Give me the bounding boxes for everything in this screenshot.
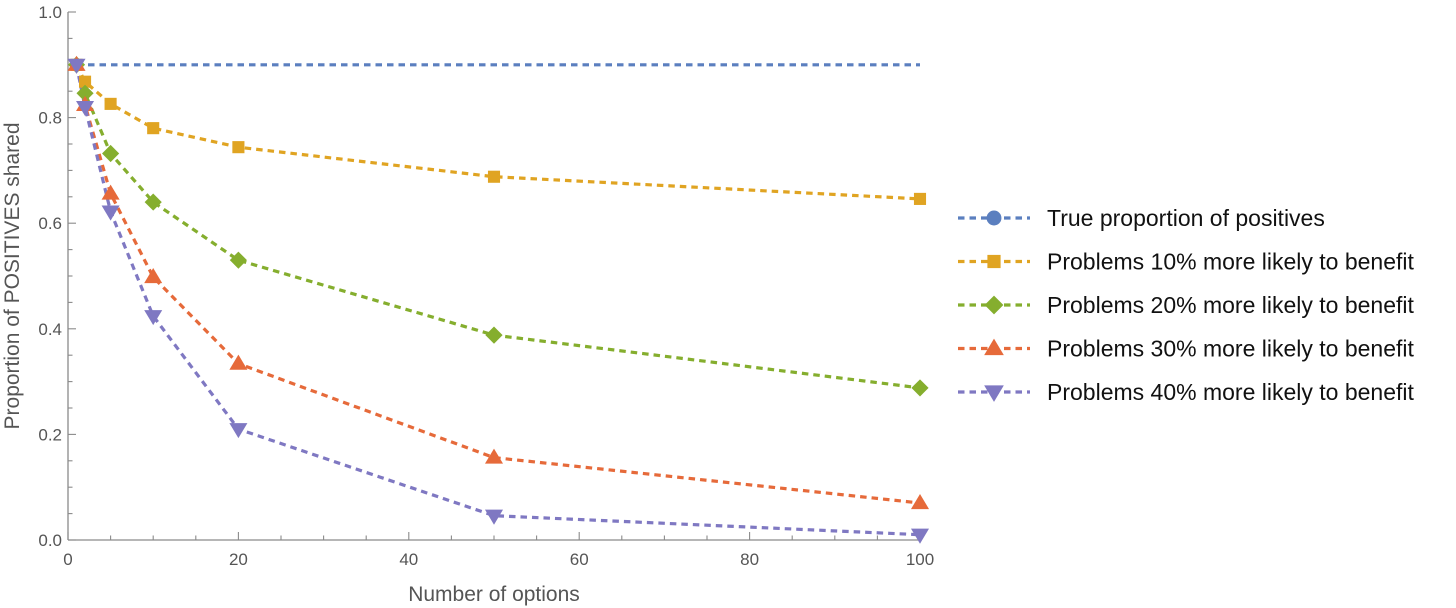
legend-item-true-proportion-of-positives: True proportion of positives [958, 205, 1325, 231]
data-point-problems-10pct-more-likely-to-benefit [232, 141, 245, 154]
y-tick-label: 0.8 [38, 109, 62, 128]
data-point-problems-40pct-more-likely-to-benefit [144, 310, 163, 326]
data-point-problems-10pct-more-likely-to-benefit [147, 122, 160, 135]
x-axis-ticks: 0 20 40 60 80 100 [63, 532, 934, 569]
data-point-problems-20pct-more-likely-to-benefit [144, 193, 162, 211]
x-tick-label: 100 [906, 550, 934, 569]
y-tick-label: 0.4 [38, 320, 62, 339]
data-point-problems-30pct-more-likely-to-benefit [484, 448, 504, 464]
legend-label: True proportion of positives [1047, 205, 1325, 231]
axes: 0 20 40 60 80 100 0.0 0.2 0.4 0.6 0.8 1.0 Number o… [1, 3, 934, 606]
data-point-problems-30pct-more-likely-to-benefit [144, 268, 163, 284]
data-point-problems-40pct-more-likely-to-benefit [910, 528, 930, 544]
data-point-problems-40pct-more-likely-to-benefit [101, 205, 120, 221]
legend-item-problems-30pct-more-likely-to-benefit: Problems 30% more likely to benefit [958, 336, 1414, 362]
data-point-problems-20pct-more-likely-to-benefit [76, 84, 94, 102]
x-tick-label: 0 [63, 550, 72, 569]
legend-marker [984, 338, 1004, 356]
data-point-problems-10pct-more-likely-to-benefit [913, 192, 927, 205]
data-point-problems-30pct-more-likely-to-benefit [229, 354, 248, 370]
data-point-problems-20pct-more-likely-to-benefit [485, 326, 503, 344]
series-layer [74, 63, 921, 537]
legend-item-problems-40pct-more-likely-to-benefit: Problems 40% more likely to benefit [958, 379, 1414, 405]
legend-marker [986, 210, 1002, 226]
legend-label: Problems 10% more likely to benefit [1047, 249, 1414, 275]
data-point-problems-10pct-more-likely-to-benefit [487, 170, 501, 183]
x-tick-label: 20 [229, 550, 248, 569]
data-point-problems-40pct-more-likely-to-benefit [76, 100, 95, 117]
y-tick-label: 0.6 [38, 214, 62, 233]
y-axis-ticks: 0.0 0.2 0.4 0.6 0.8 1.0 [38, 3, 76, 550]
data-point-problems-20pct-more-likely-to-benefit [911, 379, 929, 397]
data-point-problems-10pct-more-likely-to-benefit [104, 97, 117, 110]
data-point-problems-30pct-more-likely-to-benefit [910, 494, 930, 510]
legend-label: Problems 20% more likely to benefit [1047, 292, 1414, 318]
data-point-problems-40pct-more-likely-to-benefit [67, 58, 86, 74]
data-point-problems-20pct-more-likely-to-benefit [102, 144, 120, 163]
legend-label: Problems 30% more likely to benefit [1047, 336, 1414, 362]
legend-marker [987, 254, 1001, 269]
legend-marker [984, 385, 1004, 402]
series-line-problems-40pct-more-likely-to-benefit [74, 64, 921, 537]
data-point-problems-40pct-more-likely-to-benefit [484, 509, 504, 525]
legend: True proportion of positives Problems 10%… [958, 205, 1414, 405]
x-axis-label: Number of options [408, 583, 580, 606]
y-tick-label: 0.0 [38, 531, 62, 550]
data-point-problems-20pct-more-likely-to-benefit [229, 251, 247, 269]
legend-item-problems-10pct-more-likely-to-benefit: Problems 10% more likely to benefit [958, 249, 1414, 275]
series-line-problems-30pct-more-likely-to-benefit [74, 64, 921, 505]
legend-item-problems-20pct-more-likely-to-benefit: Problems 20% more likely to benefit [958, 292, 1414, 318]
y-tick-label: 0.2 [38, 425, 62, 444]
legend-label: Problems 40% more likely to benefit [1047, 379, 1414, 405]
legend-marker [984, 295, 1004, 315]
marker-layer [67, 55, 930, 544]
y-axis-label: Proportion of POSITIVES shared [1, 123, 24, 430]
x-tick-label: 60 [570, 550, 589, 569]
data-point-problems-30pct-more-likely-to-benefit [101, 184, 120, 200]
y-tick-label: 1.0 [38, 3, 62, 22]
data-point-problems-10pct-more-likely-to-benefit [78, 75, 92, 88]
x-tick-label: 40 [399, 550, 418, 569]
data-point-problems-40pct-more-likely-to-benefit [229, 423, 248, 439]
x-tick-label: 80 [740, 550, 759, 569]
